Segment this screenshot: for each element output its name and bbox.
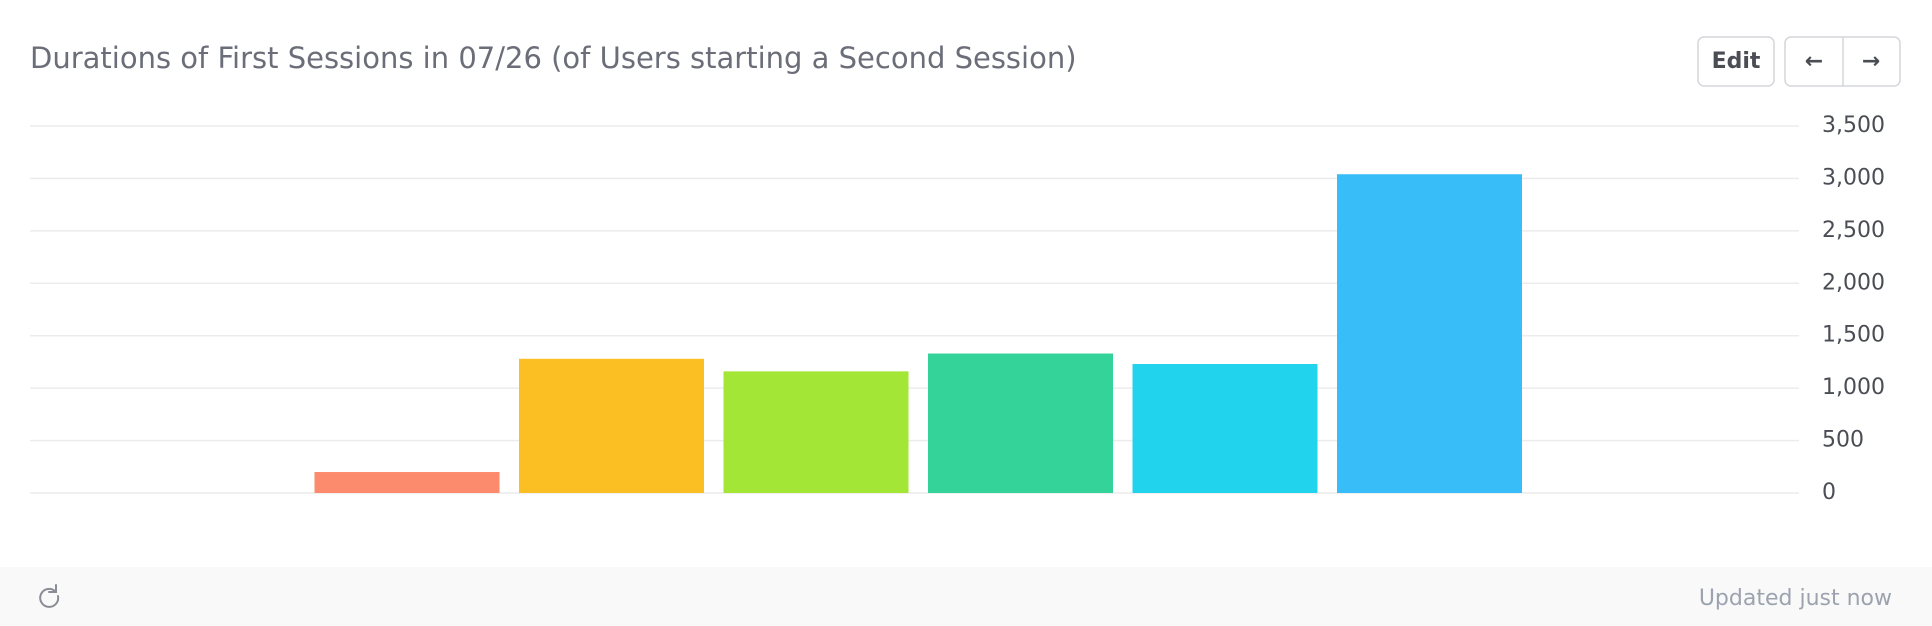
prev-label: ← [1805, 49, 1823, 74]
bar [519, 358, 704, 493]
update-status: Updated just now [1699, 586, 1892, 611]
next-button[interactable]: → [1862, 49, 1880, 74]
bar [928, 353, 1113, 493]
chart-title: Durations of First Sessions in 07/26 (of… [30, 41, 1077, 75]
next-label: → [1862, 49, 1880, 74]
y-tick-label: 0 [1822, 480, 1836, 505]
bar [314, 472, 500, 493]
bar [1132, 364, 1318, 493]
y-tick-label: 1,500 [1822, 323, 1885, 348]
footer [0, 567, 1932, 626]
edit-button-box [1697, 36, 1775, 87]
refresh-icon [39, 587, 60, 608]
edit-label: Edit [1712, 49, 1761, 74]
y-tick-label: 2,000 [1822, 270, 1885, 295]
y-tick-label: 2,500 [1822, 218, 1885, 243]
y-tick-label: 3,000 [1822, 165, 1885, 190]
edit-button[interactable]: Edit [1697, 36, 1775, 87]
refresh-button[interactable] [39, 584, 60, 608]
plot: 0 500 1,000 1,500 2,000 2,500 3,000 3,500 [30, 113, 1885, 505]
bar [1337, 174, 1522, 493]
y-tick-label: 500 [1822, 428, 1864, 453]
bar [723, 371, 909, 493]
y-tick-label: 3,500 [1822, 113, 1885, 138]
y-tick-label: 1,000 [1822, 375, 1885, 400]
refresh-arrow [48, 584, 57, 593]
prev-button[interactable]: ← [1805, 49, 1823, 74]
